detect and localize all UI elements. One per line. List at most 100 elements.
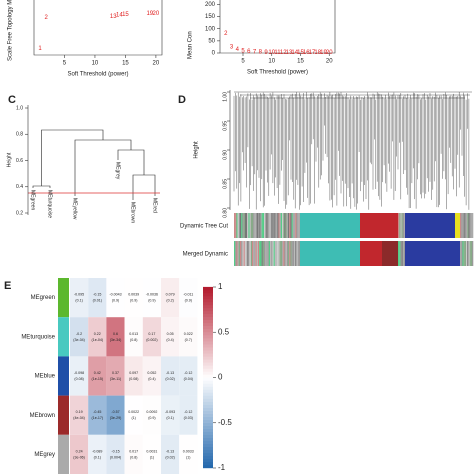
point-label: 4 — [236, 47, 240, 53]
color-bar — [463, 241, 465, 266]
color-bar — [243, 213, 245, 238]
color-bar — [279, 241, 281, 266]
color-bar — [467, 213, 469, 238]
heatmap-cell — [106, 278, 125, 318]
cell-pvalue: (0.2) — [166, 299, 173, 303]
cell-value: 0.0033 — [183, 449, 194, 453]
color-bar — [266, 241, 268, 266]
color-bar — [300, 241, 360, 266]
colorbar-label: 1 — [218, 282, 223, 291]
colorbar-step — [203, 383, 213, 387]
heatmap-cell — [88, 278, 107, 318]
color-bar — [255, 241, 257, 266]
cell-pvalue: (0.004) — [110, 455, 121, 459]
heatmap-cell — [70, 356, 89, 396]
colorbar-step — [203, 368, 213, 372]
y-axis-label: Mean Con — [188, 31, 194, 59]
cell-value: 0.6 — [113, 332, 118, 336]
color-bar — [279, 213, 281, 238]
color-bar — [460, 241, 462, 266]
color-bar — [284, 213, 286, 238]
colorbar-label: -1 — [218, 463, 226, 472]
color-bar — [288, 213, 290, 238]
color-bar — [288, 241, 290, 266]
y-tick-label: 50 — [208, 38, 215, 44]
color-bar — [274, 241, 277, 266]
cell-pvalue: (0.8) — [130, 338, 137, 342]
heatmap-cell — [142, 434, 161, 474]
y-tick-label: 100 — [205, 26, 216, 32]
color-bar — [273, 213, 275, 238]
y-tick-label: 0.80 — [222, 208, 228, 218]
color-bar — [400, 241, 402, 266]
heatmap-cell — [142, 356, 161, 396]
color-bar — [236, 241, 238, 266]
color-bar — [258, 213, 260, 238]
module-dendrogram — [28, 129, 160, 200]
color-bar — [277, 213, 279, 238]
y-tick-label: 200 — [205, 2, 216, 8]
colorbar-step — [203, 326, 213, 330]
point-label: 7 — [253, 49, 257, 55]
color-bar — [280, 241, 283, 266]
point-label: 8 — [259, 50, 263, 56]
cell-value: -0.15 — [93, 293, 101, 297]
color-bar — [273, 241, 275, 266]
x-axis-label: Soft Threshold (power) — [68, 72, 129, 78]
cell-pvalue: (1e-15) — [92, 377, 104, 381]
colorbar-step — [203, 464, 213, 469]
row-label: MEgreen — [31, 295, 55, 301]
color-bar — [278, 241, 280, 266]
colorbar-step — [203, 350, 213, 354]
color-bar — [466, 213, 468, 238]
cell-value: -0.57 — [111, 410, 119, 414]
colorbar-step — [203, 295, 213, 300]
color-bar-label: Dynamic Tree Cut — [180, 224, 228, 230]
cell-pvalue: (0.08) — [74, 377, 83, 381]
cell-pvalue: (0.9) — [130, 299, 137, 303]
cell-pvalue: (3e-04) — [73, 338, 85, 342]
point-label: 1 — [38, 46, 42, 52]
color-bar — [294, 213, 296, 238]
module-swatch — [58, 395, 69, 435]
heatmap-cell — [179, 434, 198, 474]
color-bar — [258, 241, 260, 266]
cell-pvalue: (0.1) — [166, 416, 173, 420]
colorbar-step — [203, 347, 213, 351]
heatmap-cell — [70, 395, 89, 435]
y-tick-label: 0.6 — [16, 158, 23, 164]
cell-value: -0.2 — [76, 332, 82, 336]
color-bar — [248, 241, 250, 266]
colorbar-step — [203, 395, 213, 399]
color-bar — [249, 241, 251, 266]
y-tick-label: 0.85 — [222, 179, 228, 189]
heatmap-cell — [70, 278, 89, 318]
colorbar-step — [203, 431, 213, 436]
color-bar — [291, 241, 293, 266]
color-bar — [460, 213, 462, 238]
color-bar — [250, 241, 253, 266]
color-bar — [404, 213, 406, 238]
colorbar-step — [203, 323, 213, 327]
color-bar — [235, 213, 237, 238]
axis-frame — [33, 0, 163, 56]
leaf-label: MEturquoise — [47, 190, 53, 218]
color-bar — [399, 213, 401, 238]
module-swatch — [58, 356, 69, 396]
cell-pvalue: (0.8) — [130, 455, 137, 459]
leaf-label: MEgreen — [30, 190, 36, 211]
color-bar — [250, 213, 253, 238]
y-tick-label: 150 — [205, 14, 216, 20]
color-bar — [246, 241, 248, 266]
colorbar-step — [203, 329, 213, 333]
color-bar — [455, 213, 460, 238]
colorbar-step — [203, 434, 213, 439]
heatmap-cell — [124, 278, 143, 318]
colorbar-step — [203, 440, 213, 445]
colorbar-step — [203, 410, 213, 414]
heatmap-cell — [179, 317, 198, 357]
color-bar — [278, 213, 280, 238]
color-bar — [280, 213, 283, 238]
heatmap-cell — [106, 356, 125, 396]
